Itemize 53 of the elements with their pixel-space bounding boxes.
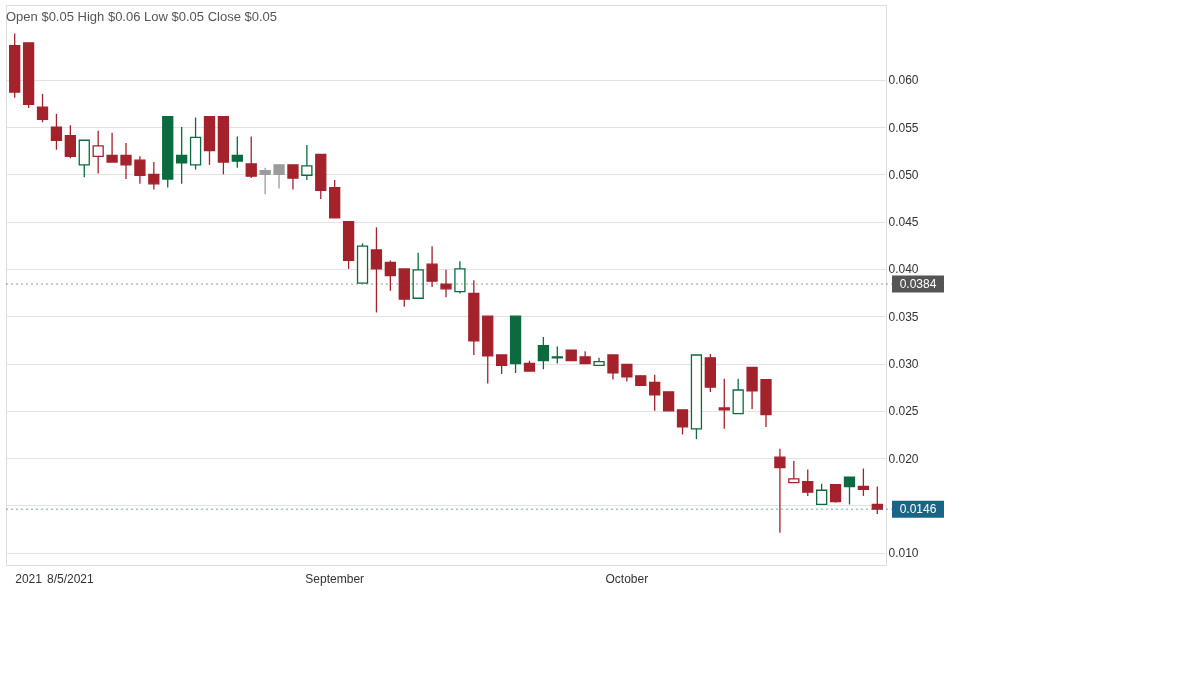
candlestick bbox=[440, 269, 452, 298]
candlestick bbox=[662, 391, 675, 412]
y-tick-label: 0.050 bbox=[888, 167, 919, 182]
candlestick bbox=[788, 460, 800, 484]
candlestick bbox=[134, 155, 146, 185]
y-tick-label: 0.055 bbox=[888, 120, 919, 135]
candlestick bbox=[176, 126, 188, 185]
y-tick-label: 0.045 bbox=[888, 215, 919, 230]
candlestick bbox=[732, 378, 744, 415]
candlestick bbox=[36, 93, 49, 123]
candlestick bbox=[607, 354, 619, 381]
x-tick-label: 8/5/2021 bbox=[46, 571, 95, 586]
candlestick bbox=[857, 467, 870, 497]
y-tick-label: 0.060 bbox=[888, 73, 919, 88]
ref-line-label: 0.0384 bbox=[899, 277, 937, 292]
candlestick bbox=[64, 124, 76, 159]
candlestick bbox=[816, 483, 828, 506]
y-tick-label: 0.025 bbox=[888, 404, 919, 419]
candlestick bbox=[148, 161, 160, 191]
candlestick bbox=[106, 132, 118, 163]
candlestick bbox=[370, 226, 383, 314]
candlestick bbox=[259, 167, 271, 195]
candlestick bbox=[774, 448, 786, 534]
candlestick bbox=[92, 130, 104, 175]
candlestick bbox=[802, 468, 814, 497]
x-tick-label: October bbox=[605, 571, 649, 586]
y-tick-label: 0.030 bbox=[888, 357, 919, 372]
candlestick bbox=[50, 113, 63, 151]
candlestick bbox=[301, 144, 313, 181]
candlestick bbox=[537, 336, 550, 370]
candlestick bbox=[676, 409, 689, 436]
candlestick bbox=[287, 164, 299, 191]
candlestick bbox=[245, 135, 257, 179]
y-tick-label: 0.040 bbox=[888, 262, 919, 277]
candlestick bbox=[649, 374, 661, 412]
y-tick-label: 0.020 bbox=[888, 451, 919, 466]
candlestick bbox=[871, 485, 883, 515]
candlestick bbox=[384, 259, 396, 292]
annotation: Open $0.05 High $0.06 Low $0.05 Close $0.05 bbox=[6, 9, 278, 24]
y-tick-label: 0.010 bbox=[888, 546, 919, 561]
y-tick-label: 0.035 bbox=[888, 309, 919, 324]
candlestick bbox=[843, 476, 856, 506]
candlestick bbox=[231, 135, 243, 169]
candlestick bbox=[120, 142, 132, 180]
x-tick-label: September bbox=[305, 571, 365, 586]
candlestick bbox=[273, 164, 285, 190]
candlestick bbox=[454, 260, 466, 295]
candlestick bbox=[718, 378, 730, 430]
candlestick bbox=[746, 366, 758, 410]
candlestick bbox=[496, 354, 508, 375]
x-tick-label: 2021 bbox=[15, 571, 43, 586]
candlestick bbox=[426, 245, 438, 288]
ref-line-label: 0.0146 bbox=[899, 502, 937, 517]
